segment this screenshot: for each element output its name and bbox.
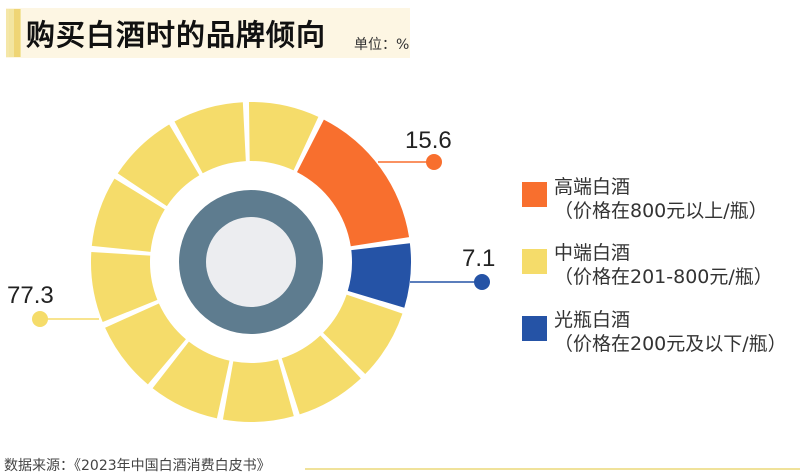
segment-mid-range [281,335,361,415]
legend-desc: （价格在800元以上/瓶） [554,200,768,222]
footer-divider [305,468,800,470]
segment-mid-range [152,341,230,419]
segment-mid-range [91,178,165,252]
legend-swatch-light-bottle [522,316,547,341]
high-end-value-label: 15.6 [405,127,452,154]
legend-swatch-mid-range [522,249,547,274]
segment-mid-range [248,102,319,171]
header-band [6,8,410,58]
mid-range-value-label: 77.3 [7,282,54,309]
light-bottle-value-label: 7.1 [462,245,496,272]
segment-mid-range [222,359,294,423]
legend-swatch-high-end [522,182,547,207]
segment-mid-range [117,124,200,207]
legend-desc: （价格在201-800元/瓶） [554,266,773,288]
legend-desc: （价格在200元及以下/瓶） [554,333,787,355]
segment-mid-range [91,251,158,323]
donut-segments [91,102,412,423]
segment-light-bottle [347,243,412,308]
mid-range-marker-dot [32,311,48,327]
legend-name: 光瓶白酒 [554,309,631,331]
unit-label: 单位：% [354,37,410,53]
segment-high-end [297,119,410,247]
segment-mid-range [323,294,403,375]
segment-mid-range [105,303,186,385]
legend-name: 高端白酒 [554,176,631,198]
legend-name: 中端白酒 [554,242,631,264]
high-end-marker-dot [426,154,442,170]
light-bottle-marker-dot [474,274,490,290]
segment-mid-range [174,102,246,174]
chart-title: 购买白酒时的品牌倾向 [26,18,327,52]
data-source-note: 数据来源：《2023年中国白酒消费白皮书》 [4,458,271,474]
header-accent-bar-inner [14,9,20,57]
center-fill [206,217,296,307]
